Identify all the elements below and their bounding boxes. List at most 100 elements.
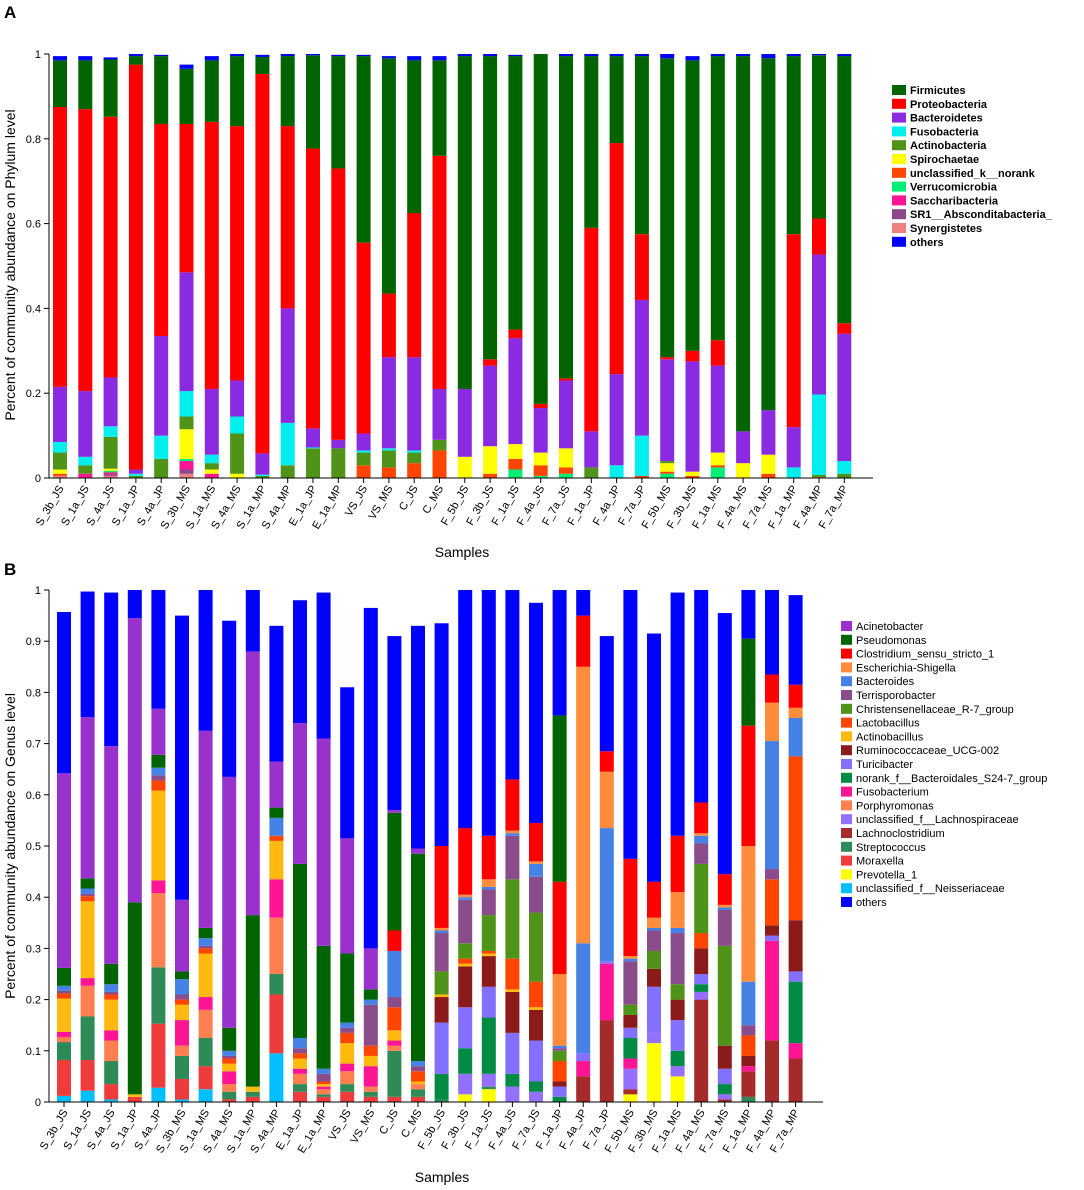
panel-a-phylum-chart: A Percent of community abundance on Phyl… xyxy=(2,3,1053,560)
panel-b-bar-S_4a_JS xyxy=(104,592,119,1102)
segment-Turicibacter xyxy=(765,935,779,941)
segment-Clostridium_sensu_stricto_1 xyxy=(529,822,543,862)
segment-Terrisporobacter xyxy=(198,945,213,949)
panel-a-bar-F_1a_JS xyxy=(508,54,523,478)
segment-others xyxy=(483,54,498,57)
segment-Prevotella_1 xyxy=(670,1076,685,1102)
panel-b-genus-chart: B Percent of community abundance on Genu… xyxy=(2,560,1047,1185)
segment-others xyxy=(736,54,751,57)
segment-others xyxy=(387,636,402,811)
panel-b-y-tick-label: 0.7 xyxy=(26,739,41,751)
segment-Ruminococcaceae_UCG-002 xyxy=(552,1081,567,1087)
segment-Lactobacillus xyxy=(505,958,520,990)
legend-label: Spirochaetae xyxy=(910,154,979,166)
legend-swatch xyxy=(892,195,906,206)
panel-b-bar-F_4a_MP xyxy=(765,590,779,1102)
segment-Porphyromonas xyxy=(269,917,284,974)
panel-b-bar-F_4a_JS xyxy=(505,590,520,1102)
segment-Turicibacter xyxy=(552,1086,567,1097)
panel-a-bar-S_4a_MS xyxy=(230,54,245,478)
segment-Pseudomonas xyxy=(411,853,425,1062)
segment-others xyxy=(411,625,425,849)
segment-Clostridium_sensu_stricto_1 xyxy=(481,835,496,880)
panel-a-bar-F_7a_JS xyxy=(559,54,573,478)
panel-b-legend-item: norank_f__Bacteroidales_S24-7_group xyxy=(841,772,1047,785)
segment-Bacteroides xyxy=(647,927,661,931)
segment-Clostridium_sensu_stricto_1 xyxy=(552,881,567,974)
panel-a-y-tick-label: 0.2 xyxy=(26,388,41,400)
segment-SR1__Absconditabacteria_ xyxy=(103,474,118,476)
segment-Ruminococcaceae_UCG-002 xyxy=(717,1045,732,1069)
segment-Acinetobacter xyxy=(316,738,331,946)
segment-Firmicutes xyxy=(761,58,776,411)
segment-Firmicutes xyxy=(381,58,396,294)
segment-Clostridium_sensu_stricto_1 xyxy=(647,881,661,918)
segment-Terrisporobacter xyxy=(741,1025,756,1036)
segment-Prevotella_1 xyxy=(458,1094,473,1102)
segment-others xyxy=(481,590,496,836)
segment-unclassified_k__norank xyxy=(559,467,573,474)
panel-a-x-tick-label: VS_MS xyxy=(366,484,395,522)
segment-Fusobacterium xyxy=(104,1030,119,1041)
panel-a-bar-F_3b_JS xyxy=(483,54,498,478)
panel-a-x-tick-label: C_JS xyxy=(397,484,421,513)
panel-a-bar-F_4a_JP xyxy=(609,54,624,478)
segment-Firmicutes xyxy=(483,56,498,360)
legend-swatch xyxy=(892,98,906,109)
panel-b-bar-E_1a_MP xyxy=(316,592,331,1102)
panel-a-bar-F_7a_MP xyxy=(837,54,852,478)
segment-Moraxella xyxy=(151,1023,166,1088)
legend-swatch xyxy=(841,828,852,838)
segment-Ruminococcaceae_UCG-002 xyxy=(529,1009,543,1041)
panel-b-y-tick-label: 0.1 xyxy=(26,1046,41,1058)
segment-Pseudomonas xyxy=(387,812,402,931)
segment-Fusobacterium xyxy=(387,1040,402,1046)
segment-others xyxy=(434,623,449,846)
segment-unclassified_f__Lachnospiraceae xyxy=(505,1086,520,1102)
segment-Acinetobacter xyxy=(175,899,189,972)
segment-Prevotella_1 xyxy=(623,1094,638,1102)
segment-Verrucomicrobia xyxy=(559,473,573,478)
segment-Spirochaetae xyxy=(508,444,523,459)
panel-a-bar-F_5b_MS xyxy=(660,54,675,478)
segment-Streptococcus xyxy=(245,1091,260,1097)
segment-Bacteroidetes xyxy=(786,427,801,468)
segment-others xyxy=(230,54,245,57)
segment-norank_f__Bacteroidales_S24-7_group xyxy=(717,1084,732,1095)
segment-Fusobacteria xyxy=(255,474,270,476)
segment-others xyxy=(269,625,284,762)
panel-b-legend-item: Lactobacillus xyxy=(841,717,920,730)
segment-Ruminococcaceae_UCG-002 xyxy=(505,991,520,1033)
segment-unclassified_f__Neisseriaceae xyxy=(57,1095,71,1102)
segment-Proteobacteria xyxy=(255,73,270,454)
segment-Bacteroidetes xyxy=(559,380,573,449)
legend-label: Actinobacteria xyxy=(910,140,987,152)
segment-Firmicutes xyxy=(812,55,826,219)
segment-Streptococcus xyxy=(411,1089,425,1097)
segment-unclassified_k__norank xyxy=(381,467,396,478)
segment-Terrisporobacter xyxy=(529,876,543,913)
segment-Lactobacillus xyxy=(198,948,213,954)
segment-Ruminococcaceae_UCG-002 xyxy=(670,999,685,1021)
panel-b-bar-F_7a_JP xyxy=(599,636,614,1102)
segment-unclassified_f__Neisseriaceae xyxy=(151,1087,166,1102)
segment-Terrisporobacter xyxy=(717,910,732,946)
segment-others xyxy=(222,620,237,777)
segment-Fusobacteria xyxy=(381,448,396,451)
segment-Pseudomonas xyxy=(198,927,213,939)
segment-unclassified_k__norank xyxy=(483,473,498,478)
panel-a-bar-C_MS xyxy=(432,56,447,478)
segment-Pseudomonas xyxy=(57,967,71,986)
segment-Actinobacillus xyxy=(104,999,119,1031)
segment-Terrisporobacter xyxy=(434,933,449,972)
legend-swatch xyxy=(892,223,906,233)
segment-Escherichia-Shigella xyxy=(765,702,779,742)
panel-b-legend-item: Terrisporobacter xyxy=(841,690,936,702)
segment-others xyxy=(837,54,852,57)
segment-Actinobacillus xyxy=(245,1086,260,1092)
segment-others xyxy=(508,54,523,57)
panel-b-y-axis-title: Percent of community abundance on Genus … xyxy=(2,693,18,999)
legend-swatch xyxy=(841,855,852,866)
segment-Lachnoclostridium xyxy=(741,1071,756,1097)
segment-unclassified_k__norank xyxy=(533,465,548,476)
